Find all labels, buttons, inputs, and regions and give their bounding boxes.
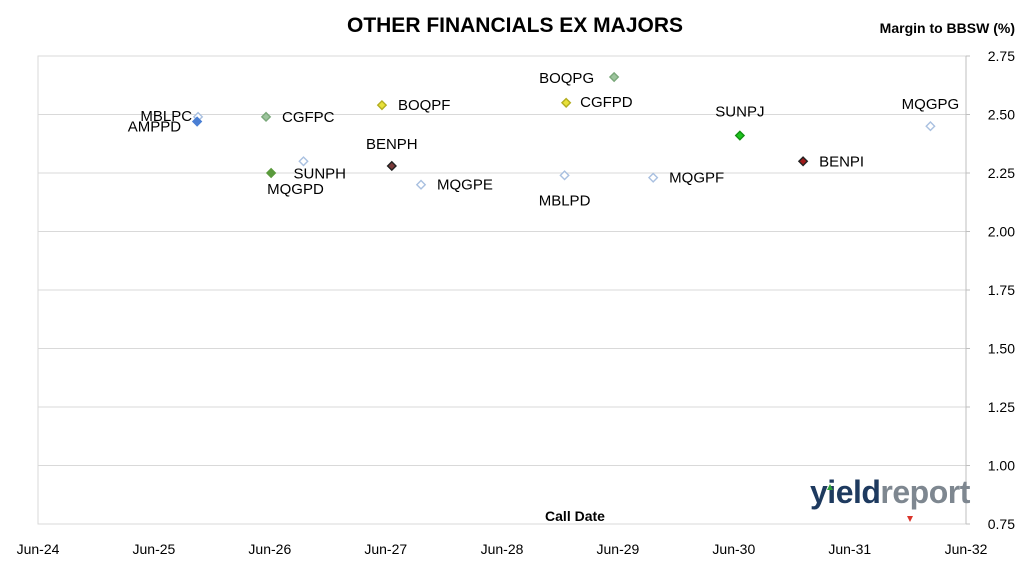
point-boqpg [608, 71, 620, 83]
logo-up-triangle-icon [827, 484, 833, 490]
point-label-mqgpg: MQGPG [902, 96, 960, 113]
x-tick-label: Jun-27 [364, 541, 407, 557]
point-label-mblpd: MBLPD [539, 192, 591, 209]
point-mblpd [559, 170, 570, 181]
point-amppd [191, 116, 203, 127]
y-axis-title: Margin to BBSW (%) [879, 20, 1015, 36]
y-tick-label: 1.00 [988, 458, 1015, 474]
point-label-boqpf: BOQPF [398, 97, 451, 114]
point-label-mqgpd: MQGPD [267, 181, 324, 198]
point-boqpf [376, 99, 388, 111]
y-tick-label: 1.75 [988, 282, 1015, 298]
point-label-cgfpd: CGFPD [580, 94, 633, 111]
x-tick-label: Jun-25 [133, 541, 176, 557]
y-tick-label: 2.25 [988, 165, 1015, 181]
point-label-mqgpf: MQGPF [669, 170, 724, 187]
point-sunpj [734, 130, 746, 141]
point-benpi [797, 156, 809, 167]
point-label-benpi: BENPI [819, 153, 864, 170]
point-label-boqpg: BOQPG [539, 70, 594, 87]
y-tick-label: 0.75 [988, 516, 1015, 532]
y-tick-label: 1.50 [988, 341, 1015, 357]
y-tick-label: 2.50 [988, 107, 1015, 123]
logo-part-yield: yield [810, 474, 881, 510]
x-tick-label: Jun-29 [597, 541, 640, 557]
x-axis-title: Call Date [545, 508, 605, 524]
point-mqgpf [647, 172, 659, 183]
chart-title: OTHER FINANCIALS EX MAJORS [346, 14, 684, 37]
point-label-mqgpe: MQGPE [437, 177, 493, 194]
x-tick-label: Jun-24 [17, 541, 60, 557]
point-label-cgfpc: CGFPC [282, 109, 335, 126]
point-mqgpg [925, 121, 936, 132]
point-benph [386, 160, 397, 172]
point-sunph [298, 156, 309, 167]
logo-part-report: report [880, 474, 970, 510]
y-tick-label: 1.25 [988, 399, 1015, 415]
point-cgfpc [260, 111, 272, 123]
point-mqgpe [415, 179, 427, 190]
x-tick-label: Jun-31 [828, 541, 871, 557]
point-label-benph: BENPH [366, 136, 418, 153]
y-tick-label: 2.00 [988, 224, 1015, 240]
point-label-mblpc: MBLPC [140, 108, 192, 125]
x-tick-label: Jun-28 [481, 541, 524, 557]
point-mqgpd [265, 167, 277, 179]
logo-down-triangle-icon [907, 516, 913, 522]
point-label-sunph: SUNPH [294, 165, 347, 182]
y-tick-label: 2.75 [988, 48, 1015, 64]
yieldreport-logo: yieldreport [810, 476, 970, 508]
x-tick-label: Jun-32 [945, 541, 988, 557]
point-cgfpd [560, 97, 572, 108]
point-label-sunpj: SUNPJ [715, 104, 764, 121]
point-label-amppd: AMPPD [128, 119, 182, 136]
x-tick-label: Jun-26 [248, 541, 291, 557]
x-tick-label: Jun-30 [712, 541, 755, 557]
